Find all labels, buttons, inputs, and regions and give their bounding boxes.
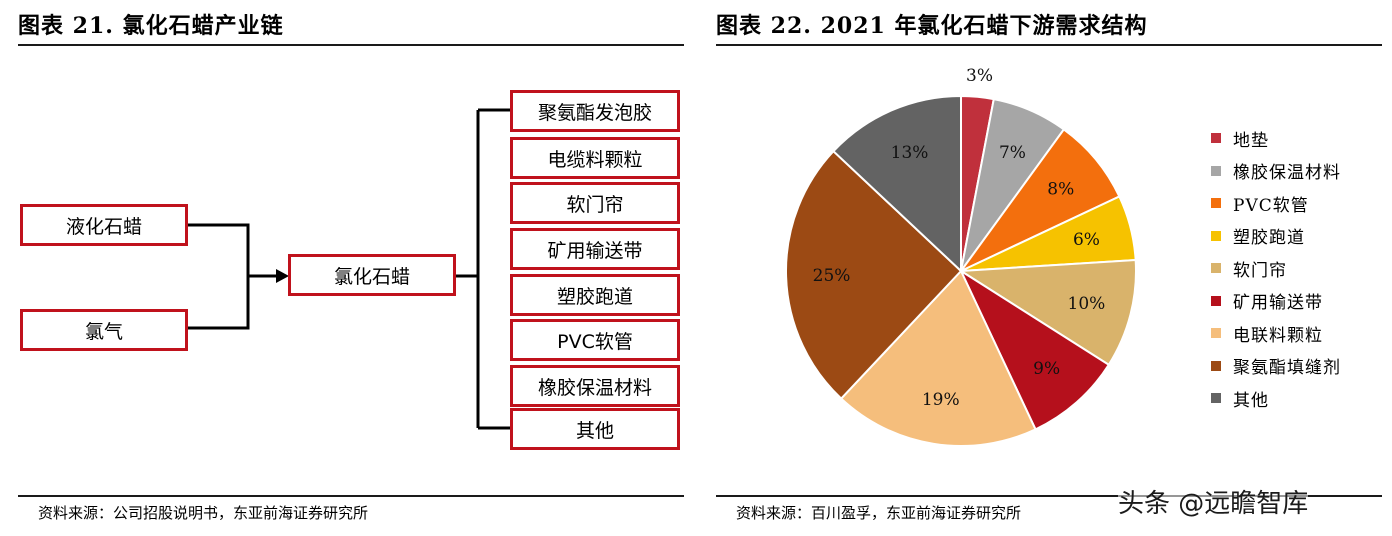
output-box-8: 其他	[510, 408, 680, 450]
input-box-chlorine: 氯气	[20, 309, 188, 351]
legend-swatch	[1211, 198, 1221, 208]
legend-swatch	[1211, 328, 1221, 338]
left-source-rule	[18, 495, 684, 497]
legend-item-4: 塑胶跑道	[1211, 226, 1305, 248]
pie-data-label-9: 13%	[891, 143, 929, 163]
pie-data-label-4: 6%	[1073, 230, 1100, 250]
connector-input-1	[188, 223, 250, 330]
pie-data-label-1: 3%	[966, 66, 993, 86]
left-figure-title: 图表 21. 氯化石蜡产业链	[18, 13, 284, 39]
output-box-5: 塑胶跑道	[510, 274, 680, 316]
output-box-1: 聚氨酯发泡胶	[510, 90, 680, 132]
flow-connectors	[188, 108, 510, 430]
watermark-text: 头条 @远瞻智库	[1118, 483, 1309, 520]
pie-data-label-8: 25%	[813, 266, 851, 286]
legend-swatch	[1211, 393, 1221, 403]
output-box-4: 矿用输送带	[510, 228, 680, 270]
arrow-head	[276, 269, 289, 283]
demand-structure-panel: 图表 22. 2021 年氯化石蜡下游需求结构 3% 7% 8% 6% 10% 9% 19%…	[716, 0, 1382, 536]
legend-swatch	[1211, 230, 1221, 241]
legend-swatch	[1211, 263, 1221, 273]
legend-swatch	[1211, 360, 1221, 371]
legend-item-1: 地垫	[1211, 128, 1269, 151]
legend-item-2: 橡胶保温材料	[1211, 161, 1341, 183]
legend-item-5: 软门帘	[1211, 258, 1287, 281]
right-source-rule	[716, 495, 1382, 497]
pie-data-label-2: 7%	[999, 143, 1026, 163]
output-box-3: 软门帘	[510, 182, 680, 224]
legend-label: 聚氨酯填缝剂	[1233, 358, 1341, 378]
pie-data-label-6: 9%	[1033, 359, 1060, 379]
right-source-note: 资料来源：百川盈孚，东亚前海证券研究所	[736, 504, 1022, 522]
legend-label: 软门帘	[1233, 260, 1287, 281]
legend-item-3: PVC软管	[1211, 193, 1309, 216]
left-source-note: 资料来源：公司招股说明书，东亚前海证券研究所	[38, 504, 369, 522]
right-title-rule	[716, 44, 1382, 46]
pie-data-label-5: 10%	[1068, 294, 1106, 314]
left-title-rule	[18, 44, 684, 46]
output-box-2: 电缆料颗粒	[510, 137, 680, 179]
legend-swatch	[1211, 165, 1221, 176]
legend-item-8: 聚氨酯填缝剂	[1211, 356, 1341, 378]
pie-slice-6	[958, 268, 1111, 431]
pie-chart: 3% 7% 8% 6% 10% 9% 19% 25% 13%	[784, 66, 1137, 447]
pie-slice-7	[839, 269, 1037, 447]
legend-item-9: 其他	[1211, 388, 1269, 411]
output-box-6: PVC软管	[510, 319, 680, 361]
pie-slice-5	[957, 258, 1137, 367]
pie-slice-9	[832, 94, 962, 274]
legend-item-6: 矿用输送带	[1211, 291, 1323, 313]
pie-slice-8	[784, 149, 963, 400]
right-figure-title: 图表 22. 2021 年氯化石蜡下游需求结构	[716, 13, 1148, 39]
legend-label: 橡胶保温材料	[1233, 163, 1341, 183]
industry-chain-panel: 图表 21. 氯化石蜡产业链 液化石蜡 氯气 氯化石蜡 聚氨酯发泡胶 电缆料颗粒…	[18, 0, 684, 536]
output-box-7: 橡胶保温材料	[510, 365, 680, 407]
legend-label: 塑胶跑道	[1233, 228, 1305, 248]
legend-label: PVC软管	[1233, 195, 1309, 216]
legend-label: 地垫	[1233, 130, 1269, 151]
legend-item-7: 电联料颗粒	[1211, 323, 1323, 346]
center-box-chlorinated-paraffin: 氯化石蜡	[288, 254, 456, 296]
legend-label: 电联料颗粒	[1233, 325, 1323, 346]
pie-data-label-3: 8%	[1047, 179, 1074, 199]
legend-label: 矿用输送带	[1233, 293, 1323, 313]
input-box-liquid-paraffin: 液化石蜡	[20, 204, 188, 246]
legend-swatch	[1211, 133, 1221, 143]
legend-label: 其他	[1233, 390, 1269, 411]
legend-swatch	[1211, 295, 1221, 306]
pie-data-label-7: 19%	[922, 390, 960, 410]
